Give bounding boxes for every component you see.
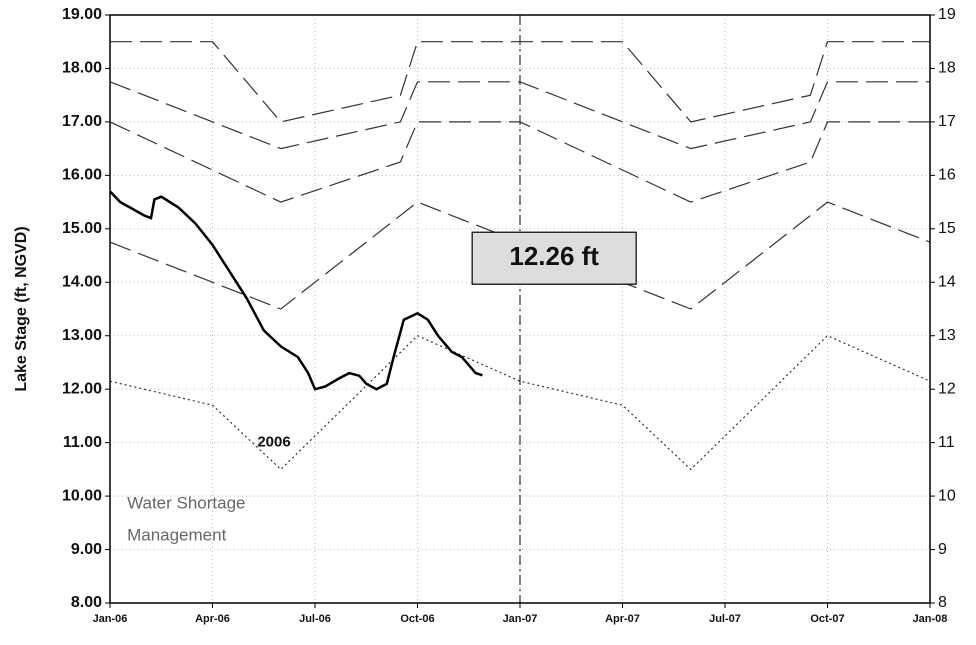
y2-tick-label: 9 [938,541,947,558]
annotation: Management [127,526,227,545]
x-tick-label: Oct-06 [400,613,434,625]
series-line [110,41,930,123]
x-tick-label: Oct-07 [810,613,844,625]
x-tick-label: Jul-06 [299,613,331,625]
y2-tick-label: 8 [938,594,947,611]
y-axis-label: Lake Stage (ft, NGVD) [13,226,30,391]
y2-tick-label: 18 [938,60,956,77]
y-tick-label: 14.00 [62,273,102,290]
y-tick-label: 17.00 [62,113,102,130]
series-line [109,190,483,391]
y2-tick-label: 13 [938,327,956,344]
x-tick-label: Jan-06 [93,613,128,625]
y-tick-label: 15.00 [62,220,102,237]
y2-tick-label: 17 [938,113,956,130]
series-line [109,334,931,471]
x-tick-label: Apr-06 [195,613,230,625]
y-tick-label: 12.00 [62,380,102,397]
y-tick-label: 19.00 [62,6,102,23]
series-line [109,81,930,150]
y2-tick-label: 14 [938,273,956,290]
annotation: 12.26 ft [509,241,599,271]
annotation: Water Shortage [127,494,245,513]
y-tick-label: 16.00 [62,167,102,184]
annotation-box [471,231,637,285]
annotation: 2006 [257,434,290,451]
y2-tick-label: 15 [938,220,956,237]
y-tick-label: 13.00 [62,327,102,344]
series-line [109,121,930,203]
y2-tick-label: 10 [938,487,956,504]
y2-tick-label: 19 [938,6,956,23]
y-tick-label: 9.00 [71,541,102,558]
x-tick-label: Jan-08 [913,613,948,625]
y-tick-label: 18.00 [62,60,102,77]
y2-tick-label: 11 [938,434,955,451]
x-tick-label: Apr-07 [605,613,640,625]
y2-tick-label: 12 [938,380,956,397]
y-tick-label: 10.00 [62,487,102,504]
x-tick-label: Jan-07 [503,613,538,625]
y-tick-label: 8.00 [71,594,102,611]
y-tick-label: 11.00 [63,434,102,451]
y2-tick-label: 16 [938,167,956,184]
x-tick-label: Jul-07 [709,613,741,625]
